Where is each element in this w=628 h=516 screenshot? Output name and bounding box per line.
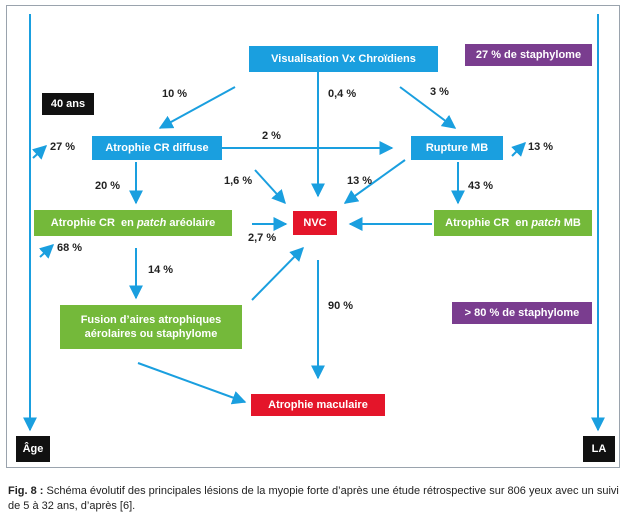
label-20: 20 % — [95, 180, 121, 192]
arrow-fusion-to-nvc — [251, 247, 304, 301]
atrophie-patch-areolaire-text-a: Atrophie CR en — [50, 217, 137, 229]
label-2: 2 % — [262, 130, 281, 142]
diagram-frame — [6, 5, 620, 468]
caption-text: Schéma évolutif des principales lésions … — [8, 485, 619, 512]
atrophie-patch-mb-box: Atrophie CR en patch MB — [434, 210, 592, 236]
atrophie-diffuse-box: Atrophie CR diffuse — [92, 136, 222, 160]
label-3: 3 % — [430, 86, 449, 98]
atrophie-patch-areolaire-text-b: aréolaire — [166, 217, 216, 229]
la-box: LA — [583, 436, 615, 462]
label-1-6: 1,6 % — [224, 175, 253, 187]
label-27: 27 % — [50, 141, 76, 153]
arrows-layer — [23, 14, 605, 432]
staphylome-27-box: 27 % de staphylome — [465, 44, 592, 66]
atrophie-patch-mb-text-i: patch — [531, 217, 561, 229]
arrow-diffuse-to-nvc — [254, 169, 286, 205]
atrophie-patch-mb-text-a: Atrophie CR en — [445, 217, 532, 229]
label-13-mid: 13 % — [347, 175, 373, 187]
label-68: 68 % — [57, 242, 83, 254]
age-box: Âge — [16, 436, 50, 462]
caption-prefix: Fig. 8 : — [8, 485, 44, 497]
atrophie-patch-areolaire-box: Atrophie CR en patch aréolaire — [34, 210, 232, 236]
fusion-line-1: Fusion d’aires atrophiques — [80, 314, 222, 326]
arrow-rupture-to-nvc — [343, 159, 406, 204]
staphylome-80-box: > 80 % de staphylome — [452, 302, 592, 324]
label-14: 14 % — [148, 264, 174, 276]
arrow-vis-to-diffuse — [158, 86, 236, 129]
arrow-fusion-to-maculaire — [137, 362, 247, 405]
arrow-up-68 — [38, 244, 55, 259]
atrophie-patch-mb-text-b: MB — [560, 217, 581, 229]
atrophie-patch-areolaire-text-i: patch — [136, 217, 167, 229]
label-13-right: 13 % — [528, 141, 554, 153]
fusion-box: Fusion d’aires atrophiques aérolaires ou… — [60, 305, 242, 349]
label-43: 43 % — [468, 180, 494, 192]
atrophie-maculaire-box: Atrophie maculaire — [251, 394, 385, 416]
label-2-7: 2,7 % — [248, 232, 277, 244]
rupture-mb-box: Rupture MB — [411, 136, 503, 160]
figure-caption: Fig. 8 : Schéma évolutif des principales… — [8, 484, 620, 514]
arrow-up-13 — [511, 142, 526, 157]
label-90: 90 % — [328, 300, 354, 312]
visualisation-box: Visualisation Vx Chroïdiens — [249, 46, 438, 72]
label-0-4: 0,4 % — [328, 88, 357, 100]
arrow-up-27 — [31, 145, 48, 160]
nvc-box: NVC — [293, 211, 337, 235]
arrow-vis-to-rupture — [399, 86, 457, 129]
age-40-box: 40 ans — [42, 93, 94, 115]
fusion-line-2: aérolaires ou staphylome — [84, 328, 218, 340]
label-10: 10 % — [162, 88, 188, 100]
